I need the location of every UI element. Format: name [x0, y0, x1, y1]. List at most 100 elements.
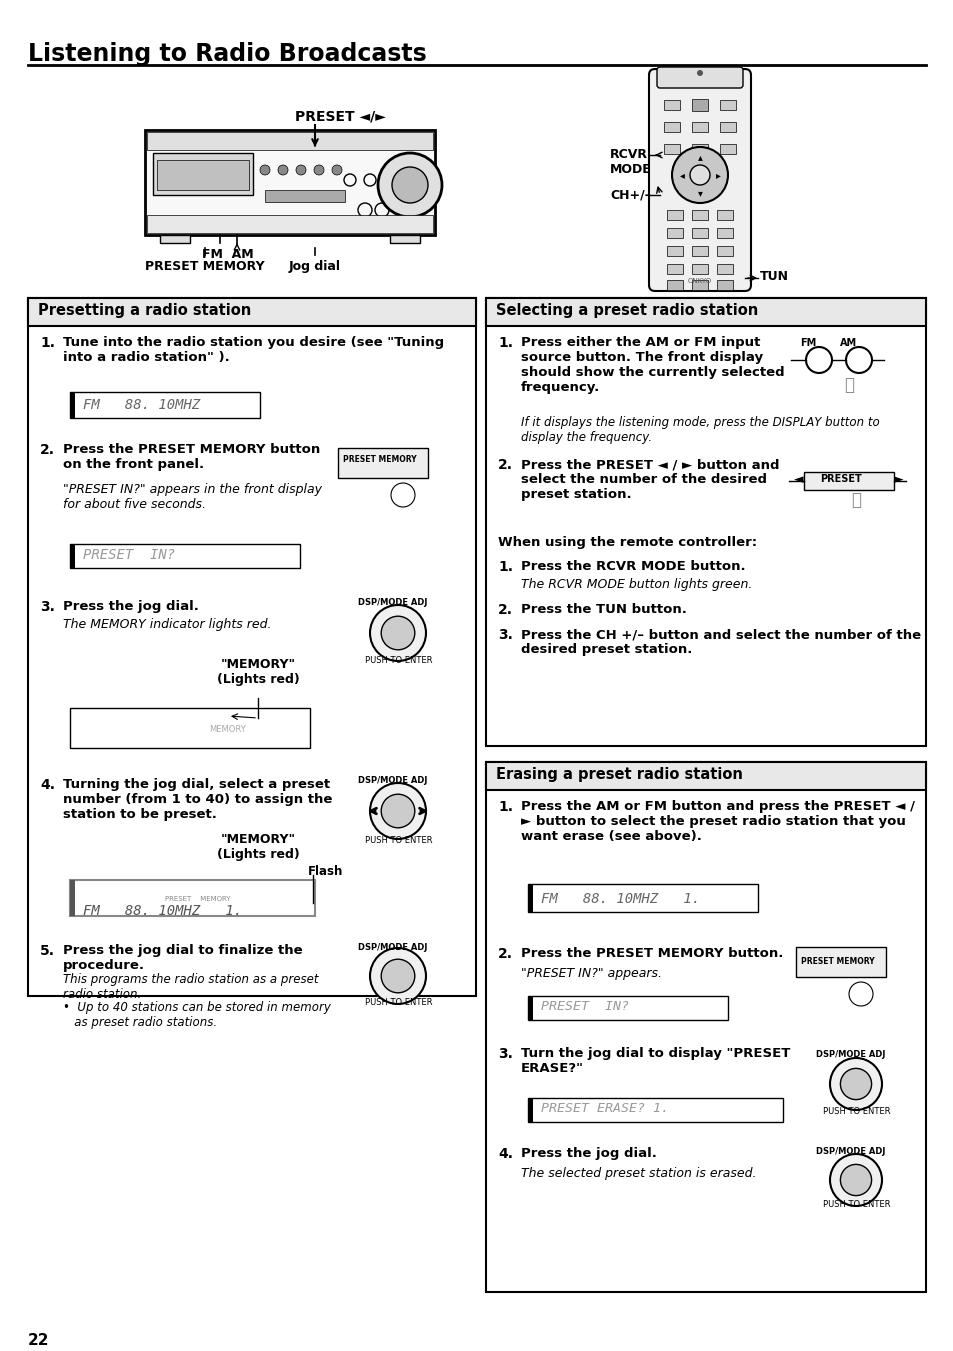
Text: Press the RCVR MODE button.: Press the RCVR MODE button. — [520, 561, 745, 573]
Bar — [147, 215, 433, 232]
Bar — [70, 880, 75, 916]
Bar — [720, 122, 735, 132]
Bar — [265, 190, 345, 203]
Bar — [485, 762, 925, 790]
Text: DSP/MODE ADJ: DSP/MODE ADJ — [815, 1050, 884, 1059]
Bar — [527, 996, 533, 1020]
Text: DSP/MODE ADJ: DSP/MODE ADJ — [357, 775, 427, 785]
Bar — [691, 228, 707, 238]
Text: The MEMORY indicator lights red.: The MEMORY indicator lights red. — [63, 617, 272, 631]
Bar — [717, 246, 732, 255]
Text: PRESET MEMORY: PRESET MEMORY — [801, 957, 874, 966]
Text: ◄: ◄ — [793, 473, 802, 486]
Circle shape — [829, 1058, 882, 1111]
Circle shape — [370, 784, 426, 839]
Text: PRESET MEMORY: PRESET MEMORY — [145, 259, 265, 273]
Text: AM: AM — [840, 338, 857, 349]
Text: TUN: TUN — [760, 270, 788, 282]
Text: 👍: 👍 — [850, 490, 861, 509]
Text: Press the AM or FM button and press the PRESET ◄ /
► button to select the preset: Press the AM or FM button and press the … — [520, 800, 914, 843]
Bar — [720, 145, 735, 154]
Circle shape — [689, 165, 709, 185]
Circle shape — [840, 1165, 871, 1196]
Bar — [70, 544, 75, 567]
Circle shape — [377, 153, 441, 218]
Text: Press the jog dial.: Press the jog dial. — [63, 600, 198, 613]
Bar — [691, 246, 707, 255]
Text: PRESET: PRESET — [820, 474, 861, 484]
Bar — [527, 884, 758, 912]
Text: 1.: 1. — [497, 336, 513, 350]
Text: DSP/MODE ADJ: DSP/MODE ADJ — [357, 943, 427, 952]
Circle shape — [314, 165, 324, 176]
Bar — [803, 471, 893, 490]
Text: PUSH TO ENTER: PUSH TO ENTER — [365, 657, 432, 665]
Text: 👍: 👍 — [843, 376, 853, 394]
Bar — [663, 122, 679, 132]
Bar — [527, 996, 727, 1020]
Text: Press the CH +/– button and select the number of the
desired preset station.: Press the CH +/– button and select the n… — [520, 628, 921, 657]
Text: Press either the AM or FM input
source button. The front display
should show the: Press either the AM or FM input source b… — [520, 336, 783, 394]
Bar — [160, 235, 190, 243]
Bar — [28, 299, 476, 996]
Text: ▴: ▴ — [697, 153, 701, 162]
Text: Turning the jog dial, select a preset
number (from 1 to 40) to assign the
statio: Turning the jog dial, select a preset nu… — [63, 778, 332, 821]
Bar — [28, 299, 476, 326]
Bar — [70, 708, 310, 748]
FancyBboxPatch shape — [657, 68, 742, 88]
Text: ◂: ◂ — [679, 170, 683, 180]
Text: Press the TUN button.: Press the TUN button. — [520, 603, 686, 616]
Circle shape — [671, 147, 727, 203]
Text: Presetting a radio station: Presetting a radio station — [38, 303, 251, 317]
Circle shape — [381, 616, 415, 650]
Bar — [485, 299, 925, 326]
Bar — [717, 228, 732, 238]
Bar — [795, 947, 885, 977]
Circle shape — [381, 794, 415, 828]
Text: "MEMORY"
(Lights red): "MEMORY" (Lights red) — [216, 834, 299, 861]
Text: ▸: ▸ — [715, 170, 720, 180]
Bar — [666, 228, 682, 238]
Bar — [666, 246, 682, 255]
Text: Turn the jog dial to display "PRESET
ERASE?": Turn the jog dial to display "PRESET ERA… — [520, 1047, 789, 1075]
Bar — [527, 1098, 782, 1121]
Text: Press the PRESET MEMORY button
on the front panel.: Press the PRESET MEMORY button on the fr… — [63, 443, 320, 471]
Circle shape — [697, 70, 702, 76]
Bar — [691, 209, 707, 220]
Text: DSP/MODE ADJ: DSP/MODE ADJ — [815, 1147, 884, 1156]
Text: 4.: 4. — [497, 1147, 513, 1161]
Text: 1.: 1. — [40, 336, 55, 350]
Text: PUSH TO ENTER: PUSH TO ENTER — [365, 998, 432, 1006]
Text: FM   88. 10MHZ   1.: FM 88. 10MHZ 1. — [540, 892, 700, 907]
Circle shape — [295, 165, 306, 176]
Bar — [485, 299, 925, 746]
Text: "MEMORY"
(Lights red): "MEMORY" (Lights red) — [216, 658, 299, 686]
Bar — [717, 209, 732, 220]
Bar — [70, 544, 299, 567]
Circle shape — [370, 948, 426, 1004]
Text: 2.: 2. — [497, 603, 513, 617]
Text: When using the remote controller:: When using the remote controller: — [497, 536, 757, 549]
Text: PRESET MEMORY: PRESET MEMORY — [343, 455, 416, 463]
Text: 2.: 2. — [497, 458, 513, 471]
Bar — [390, 235, 419, 243]
Circle shape — [392, 168, 428, 203]
Text: The RCVR MODE button lights green.: The RCVR MODE button lights green. — [520, 578, 752, 590]
Text: Press the PRESET ◄ / ► button and
select the number of the desired
preset statio: Press the PRESET ◄ / ► button and select… — [520, 458, 779, 501]
Text: FM: FM — [799, 338, 815, 349]
Text: CH+/–: CH+/– — [609, 188, 650, 201]
Text: 4.: 4. — [40, 778, 55, 792]
Bar — [691, 122, 707, 132]
Bar — [145, 130, 435, 235]
Text: Press the jog dial.: Press the jog dial. — [520, 1147, 657, 1161]
Text: 1.: 1. — [497, 800, 513, 815]
Text: PRESET  IN?: PRESET IN? — [83, 549, 175, 562]
Circle shape — [277, 165, 288, 176]
Bar — [663, 100, 679, 109]
Text: 2.: 2. — [497, 947, 513, 961]
Bar — [666, 280, 682, 290]
Bar — [666, 209, 682, 220]
Bar — [691, 145, 707, 154]
Text: FM   88. 10MHZ   1.: FM 88. 10MHZ 1. — [83, 904, 242, 917]
Bar — [157, 159, 249, 190]
